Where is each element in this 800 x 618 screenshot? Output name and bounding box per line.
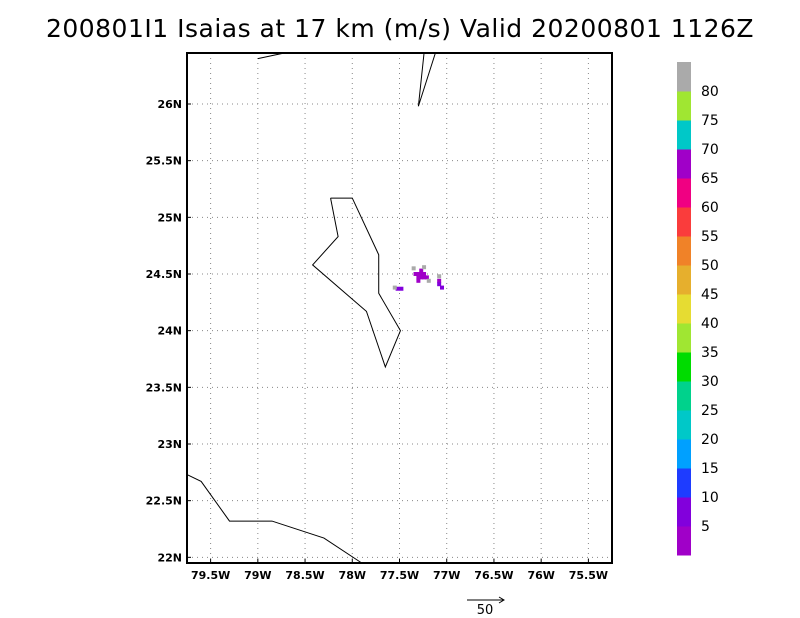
colorbar-label: 25 [701,403,719,419]
lat-lon-grid [187,53,612,563]
colorbar-label: 80 [701,84,719,100]
wind-cell [437,282,442,287]
map-title: 200801I1 Isaias at 17 km (m/s) Valid 202… [45,14,755,43]
colorbar-swatch [677,468,691,498]
coastline [417,52,436,107]
lat-tick-label: 24.5N [146,268,182,281]
colorbar-swatch [677,178,691,208]
colorbar-swatch [677,149,691,179]
colorbar-label: 30 [701,374,719,390]
wind-cell [437,278,442,283]
colorbar-label: 35 [701,345,719,361]
colorbar-label: 75 [701,113,719,129]
wind-cell [426,278,431,283]
lon-tick-label: 76W [527,569,554,582]
colorbar-label: 5 [701,519,710,535]
wind-cell [413,272,418,276]
colorbar-label: 20 [701,432,719,448]
lat-tick-label: 25N [157,211,182,224]
wind-cell [422,275,427,280]
lon-tick-label: 78W [339,569,366,582]
wind-cell [416,275,421,280]
colorbar-swatch [677,526,691,556]
longitude-tick-labels: 79.5W 79W 78.5W 78W 77.5W 77W 76.5W 76W 75.5W [191,559,608,582]
lon-tick-label: 79.5W [191,569,230,582]
coastline [186,474,362,564]
wind-cell [437,274,442,279]
lon-tick-label: 78.5W [285,569,324,582]
lon-tick-label: 76.5W [474,569,513,582]
lat-tick-label: 22N [157,551,182,564]
wind-cell [392,285,397,290]
wind-cell [411,266,416,271]
vector-scale-arrowhead [498,596,505,604]
wind-cell [419,272,424,276]
wind-speed-cells [392,265,444,291]
colorbar-swatch [677,207,691,237]
lat-tick-label: 25.5N [146,155,182,168]
wind-cell [422,272,427,276]
colorbar-label: 10 [701,490,719,506]
colorbar-swatch [677,439,691,469]
colorbar-label: 65 [701,171,719,187]
colorbar-label: 40 [701,316,719,332]
lat-tick-label: 22.5N [146,495,182,508]
wind-cell [419,275,424,280]
wind-cell [424,275,429,280]
lat-tick-label: 24N [157,325,182,338]
colorbar-swatch [677,381,691,411]
wind-cell [419,268,424,273]
colorbar-swatch [677,236,691,266]
wind-cell [416,278,421,283]
colorbar-label: 15 [701,461,719,477]
colorbar-swatch [677,294,691,324]
wind-cell [395,286,400,291]
wind-cell [440,285,444,290]
lon-tick-label: 77W [433,569,460,582]
colorbar-swatch [677,497,691,527]
lon-tick-label: 77.5W [380,569,419,582]
latitude-tick-labels: 22N 22.5N 23N 23.5N 24N 24.5N 25N 25.5N 26N [146,98,191,564]
wind-cell [416,272,421,276]
colorbar-swatch [677,352,691,382]
lon-tick-label: 79W [244,569,271,582]
colorbar-label: 45 [701,287,719,303]
vector-scale: 50 [467,596,505,618]
colorbar-swatch [677,323,691,353]
wind-cell [422,265,427,270]
colorbar-swatch [677,91,691,121]
vector-scale-label: 50 [477,603,494,618]
colorbar-swatch [677,62,691,92]
lat-tick-label: 26N [157,98,182,111]
colorbar-label: 55 [701,229,719,245]
lon-tick-label: 75.5W [569,569,608,582]
colorbar-swatch [677,265,691,295]
colorbar-swatch [677,410,691,440]
colorbar: 5 10 15 20 25 30 35 40 45 50 55 60 65 70 75 80 [677,62,719,556]
colorbar-label: 60 [701,200,719,216]
colorbar-label: 70 [701,142,719,158]
coastline [311,197,402,369]
colorbar-label: 50 [701,258,719,274]
wind-cell [399,286,404,291]
lat-tick-label: 23N [157,438,182,451]
lat-tick-label: 23.5N [146,381,182,394]
colorbar-swatch [677,120,691,150]
coastlines [186,52,436,564]
